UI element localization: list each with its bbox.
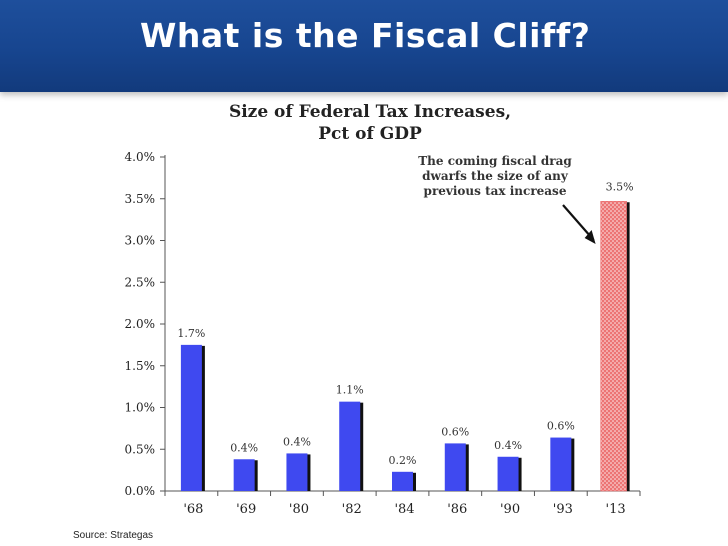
data-label: 0.4%: [230, 441, 258, 454]
data-label: 0.4%: [494, 439, 522, 452]
x-tick-label: '82: [342, 502, 362, 517]
chart-title-line-1: Size of Federal Tax Increases,: [229, 102, 511, 122]
annotation-line-3: previous tax increase: [424, 184, 567, 198]
bar-84: [392, 471, 413, 491]
data-label: 1.7%: [177, 327, 205, 340]
data-label: 0.6%: [441, 425, 469, 438]
y-tick-label: 2.5%: [125, 275, 156, 289]
bar-82: [339, 401, 361, 491]
bar-chart: Size of Federal Tax Increases,Pct of GDP…: [125, 102, 641, 517]
annotation-arrow-head: [584, 230, 596, 244]
x-tick-label: '90: [500, 502, 520, 517]
y-tick-label: 3.5%: [125, 192, 156, 206]
y-tick-label: 1.5%: [125, 359, 156, 373]
x-tick-label: '69: [236, 502, 256, 517]
source-note: Source: Strategas: [73, 530, 154, 541]
data-label: 0.4%: [283, 435, 311, 448]
y-tick-label: 4.0%: [125, 150, 156, 164]
chart-title-line-2: Pct of GDP: [318, 124, 422, 144]
data-label: 0.2%: [389, 454, 417, 467]
x-tick-label: '68: [183, 502, 203, 517]
x-tick-label: '86: [447, 502, 467, 517]
bar-13: [600, 201, 627, 492]
x-tick-label: '84: [394, 502, 414, 517]
annotation-line-1: The coming fiscal drag: [418, 154, 572, 168]
title-banner: What is the Fiscal Cliff?: [0, 0, 728, 92]
bar-90: [497, 456, 519, 491]
y-tick-label: 2.0%: [125, 317, 156, 331]
x-tick-label: '80: [289, 502, 309, 517]
annotation-line-2: dwarfs the size of any: [422, 169, 569, 183]
data-label: 3.5%: [606, 180, 634, 193]
bar-69: [233, 459, 255, 491]
x-tick-label: '13: [606, 502, 626, 517]
bar-68: [180, 344, 202, 491]
bar-93: [550, 437, 572, 491]
y-tick-label: 3.0%: [125, 234, 156, 248]
bar-80: [286, 453, 308, 491]
y-tick-label: 0.5%: [125, 442, 156, 456]
data-label: 0.6%: [547, 420, 575, 433]
y-tick-label: 0.0%: [125, 484, 156, 498]
y-tick-label: 1.0%: [125, 401, 156, 415]
bar-86: [444, 443, 466, 491]
slide-title: What is the Fiscal Cliff?: [140, 16, 591, 55]
data-label: 1.1%: [336, 384, 364, 397]
x-tick-label: '93: [553, 502, 573, 517]
